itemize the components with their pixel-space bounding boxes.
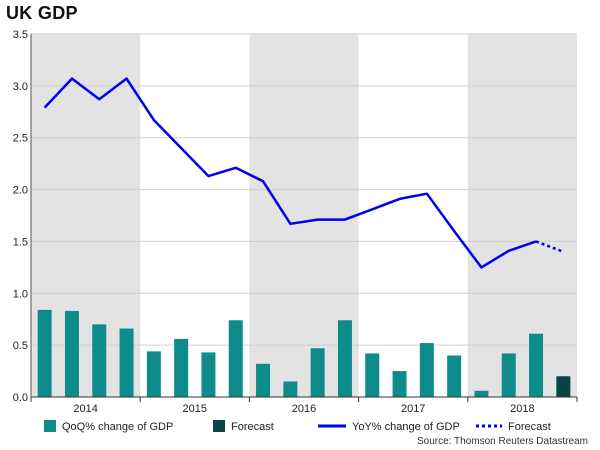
x-tick-labels: 2014 2015 2016 2017 2018	[73, 403, 534, 415]
chart-title: UK GDP	[6, 3, 78, 23]
qoq-bar-2016-Q3	[310, 348, 325, 397]
axes	[30, 34, 578, 402]
qoq-bar-2015-Q2	[174, 338, 189, 397]
qoq-bar-2018-Q1	[474, 390, 489, 397]
x-tick-label-2017: 2017	[401, 403, 425, 415]
legend-label-line-forecast: Forecast	[508, 421, 551, 433]
y-tick-label: 0.5	[13, 340, 28, 352]
qoq-bar-2016-Q1	[256, 363, 271, 397]
qoq-bar-2017-Q2	[392, 371, 407, 397]
qoq-bar-2014-Q2	[64, 310, 79, 397]
forecast-bar-2018-Q4	[556, 376, 571, 397]
qoq-bar-2017-Q3	[419, 343, 434, 397]
year-band-2018	[467, 34, 577, 397]
qoq-bar-2018-Q3	[529, 333, 544, 397]
qoq-bar-2015-Q3	[201, 352, 216, 397]
legend-label-bar-forecast: Forecast	[231, 421, 274, 433]
qoq-bar-2017-Q1	[365, 353, 380, 397]
legend-swatch-bar-forecast	[213, 420, 225, 432]
x-tick-label-2018: 2018	[510, 403, 534, 415]
qoq-bar-2014-Q4	[119, 328, 134, 397]
x-tick-label-2016: 2016	[292, 403, 316, 415]
qoq-bar-2015-Q4	[228, 320, 243, 397]
qoq-bar-2015-Q1	[146, 351, 161, 397]
qoq-bar-2014-Q1	[37, 309, 52, 397]
qoq-bar-2014-Q3	[92, 324, 107, 397]
legend: QoQ% change of GDP Forecast YoY% change …	[44, 420, 551, 433]
x-tick-label-2014: 2014	[73, 403, 97, 415]
x-tick-label-2015: 2015	[183, 403, 207, 415]
y-tick-labels: 0.0 0.5 1.0 1.5 2.0 2.5 3.0 3.5	[13, 29, 28, 404]
yoy-forecast-line	[535, 240, 564, 253]
source-note: Source: Thomson Reuters Datastream	[417, 436, 588, 447]
yoy-lines	[43, 77, 564, 269]
y-tick-label: 2.5	[13, 133, 28, 145]
qoq-bar-2018-Q2	[501, 353, 516, 397]
yoy-line	[43, 77, 537, 269]
qoq-bar-2017-Q4	[447, 355, 462, 397]
legend-swatch-qoq	[44, 420, 56, 432]
y-tick-label: 1.0	[13, 288, 28, 300]
qoq-bars	[37, 309, 571, 397]
y-tick-label: 3.5	[13, 29, 28, 41]
qoq-bar-2016-Q4	[337, 320, 352, 397]
y-tick-label: 0.0	[13, 392, 28, 404]
y-tick-label: 1.5	[13, 236, 28, 248]
legend-label-yoy: YoY% change of GDP	[352, 421, 460, 433]
y-tick-label: 3.0	[13, 81, 28, 93]
qoq-bar-2016-Q2	[283, 381, 298, 397]
legend-label-qoq: QoQ% change of GDP	[62, 421, 173, 433]
y-tick-label: 2.0	[13, 185, 28, 197]
